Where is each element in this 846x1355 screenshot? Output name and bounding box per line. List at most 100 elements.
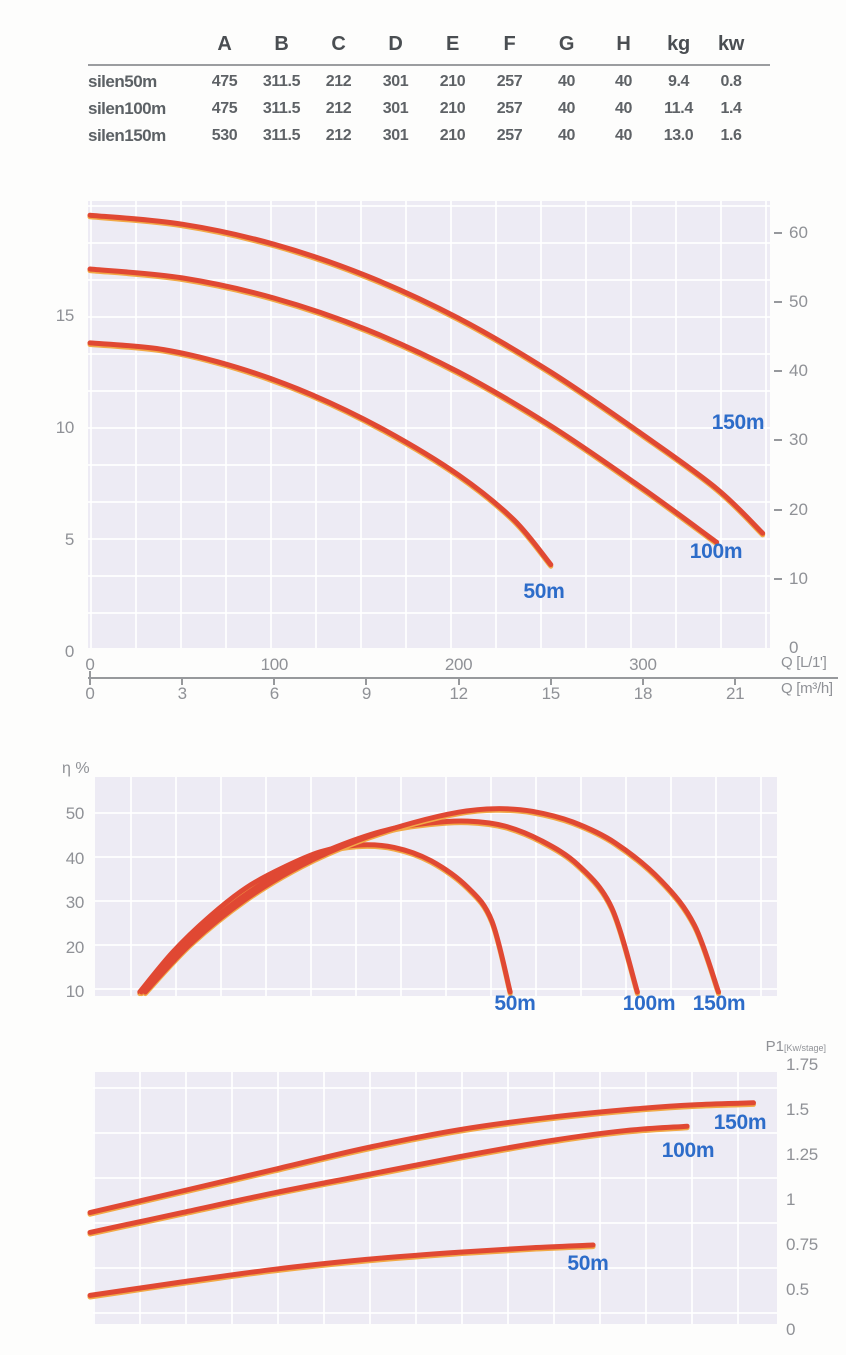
head-y-left-tick: 0 [64,642,74,661]
head-y-right-tick: 20 [774,500,808,520]
efficiency-chart-plot-area [95,777,777,996]
model-name: silen100m [88,98,166,118]
power-axis-title-unit: [Kw/stage] [783,1043,826,1053]
efficiency-y-tick: 50 [65,804,85,823]
head-y-left-tick: 10 [55,418,75,437]
spec-col-header: E [445,33,460,55]
flow-axis-tick-mark [89,671,91,677]
power-chart-plot-area [93,1072,777,1324]
spec-value: 1.6 [720,126,742,144]
spec-value: 40 [558,72,575,90]
spec-value: 311.5 [262,99,301,117]
spec-col-header: kg [667,33,690,55]
flow-m3h-tick: 12 [449,684,468,703]
efficiency-y-tick: 20 [65,937,85,957]
flow-axis-tick-mark [734,679,737,685]
tick-dash [774,301,782,304]
flow-axis-tick-mark [365,679,368,685]
efficiency-y-tick: 40 [65,848,85,868]
spec-value: 212 [325,99,352,117]
spec-value: 311.5 [262,72,301,90]
spec-col-header: H [616,33,631,55]
efficiency-axis-title: η % [62,760,90,777]
head-y-right-tick: 30 [774,430,808,450]
flow-m3h-tick: 0 [85,684,95,703]
flow-axis-tick-mark [641,679,644,685]
spec-value: 40 [558,126,575,144]
flow-lmin-tick: 200 [444,655,473,674]
spec-value: 301 [382,72,409,90]
spec-value: 1.4 [720,99,742,117]
head-y-left-tick: 5 [64,530,74,549]
spec-table-divider [88,64,770,66]
spec-value: 210 [439,99,466,117]
tick-value: 20 [789,499,808,519]
power-y-tick: 0 [786,1320,796,1339]
flow-m3h-tick: 9 [361,684,372,703]
series-label-eff-100m: 100m [622,992,676,1015]
tick-dash [774,577,782,580]
head-y-right-tick: 40 [774,361,808,381]
flow-axis-tick-mark [89,679,91,685]
model-name: silen50m [88,71,157,91]
power-y-tick: 1 [786,1190,796,1209]
spec-value: 40 [615,126,632,144]
spec-value: 11.4 [664,99,693,117]
series-label-eff-50m: 50m [494,992,536,1015]
tick-dash [774,508,782,511]
tick-dash [774,439,782,442]
flow-lmin-tick: 0 [85,655,95,674]
spec-value: 40 [615,72,632,90]
tick-dash [774,231,782,234]
power-axis-title: P1[Kw/stage] [700,1038,826,1055]
power-y-tick: 1.75 [786,1055,818,1074]
power-y-tick: 1.5 [786,1100,809,1119]
series-label-head-50m: 50m [523,580,565,603]
table-row: silen100m 475 311.5 212 301 210 257 40 40 11.4 1.4 [88,95,772,122]
spec-value: 530 [211,126,238,144]
table-row: silen150m 530 311.5 212 301 210 257 40 40 13.0 1.6 [88,122,772,149]
power-y-tick: 0.75 [786,1235,818,1254]
flow-m3h-tick: 18 [633,684,653,703]
x-axis-unit-m3h-label: Q [m³/h] [781,680,833,697]
spec-value: 257 [496,72,523,90]
flow-m3h-tick: 21 [725,684,745,703]
series-label-pow-150m: 150m [713,1111,767,1134]
tick-value: 30 [789,430,808,450]
spec-value: 311.5 [262,126,301,144]
spec-value: 257 [496,99,523,117]
flow-axis-tick-mark [457,679,460,685]
series-label-head-150m: 150m [711,411,765,434]
flow-axis-line [88,677,838,679]
spec-value: 9.4 [667,72,690,90]
tick-value: 10 [789,568,808,588]
flow-axis-tick-mark [181,679,184,685]
spec-value: 0.8 [720,72,742,90]
spec-col-header: A [217,33,232,55]
tick-value: 50 [789,292,808,312]
flow-axis-tick-mark [549,679,552,685]
tick-value: 0 [789,638,799,657]
head-y-right-tick: 10 [774,569,808,589]
head-y-right-tick: 0 [774,638,798,658]
head-y-left-tick: 15 [55,306,75,325]
spec-value: 40 [558,99,575,117]
spec-value: 212 [325,72,352,90]
spec-table-body: silen50m 475 311.5 212 301 210 257 40 40 9.4 0.8 si… [88,68,772,149]
head-y-right-tick: 60 [774,223,808,243]
series-label-pow-50m: 50m [567,1252,609,1275]
spec-value: 475 [211,72,238,90]
series-label-eff-150m: 150m [692,992,746,1015]
spec-value: 301 [382,126,409,144]
spec-value: 210 [439,126,466,144]
efficiency-y-tick: 30 [65,893,85,912]
spec-value: 301 [382,99,409,117]
spec-value: 210 [439,72,466,90]
series-label-pow-100m: 100m [661,1139,715,1162]
spec-value: 40 [615,99,632,117]
spec-col-header: F [503,33,516,55]
tick-value: 40 [789,361,808,381]
